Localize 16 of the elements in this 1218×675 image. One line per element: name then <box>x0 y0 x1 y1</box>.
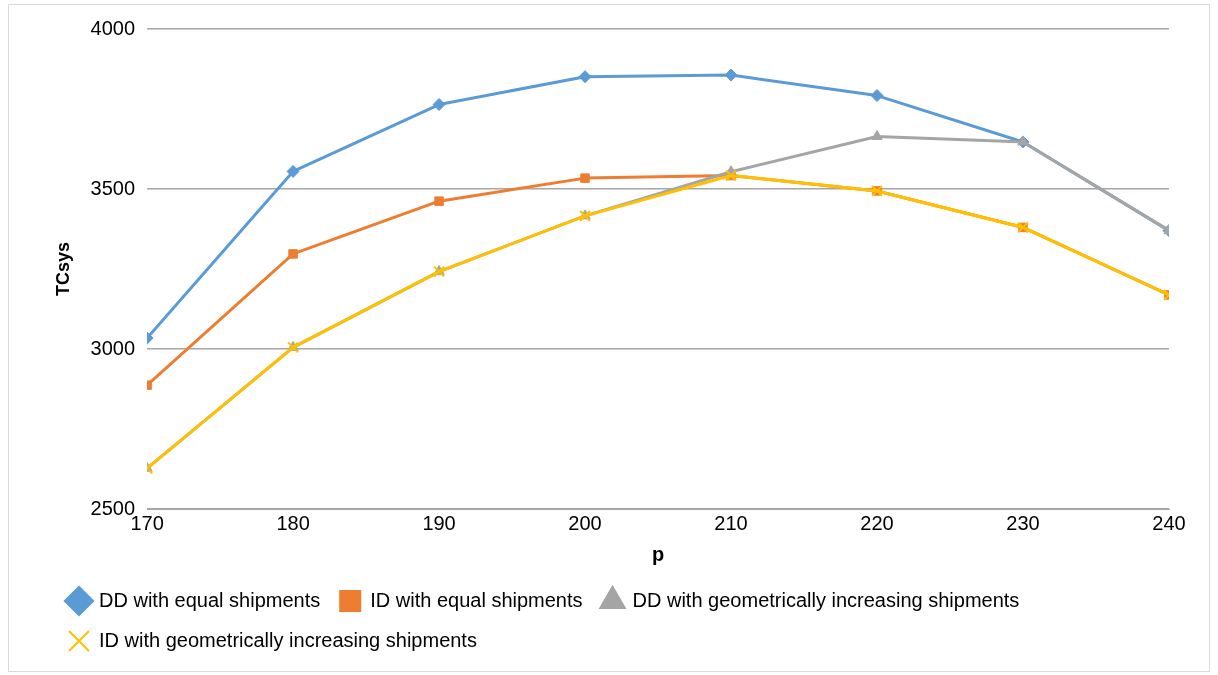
x-tick-label: 200 <box>568 511 602 534</box>
x-tick-label: 230 <box>1006 511 1040 534</box>
x-tick-label: 240 <box>1152 511 1186 534</box>
x-tick-label: 180 <box>276 511 310 534</box>
x-axis-title: p <box>651 542 665 565</box>
y-tick-label: 3000 <box>90 336 136 359</box>
legend-label: DD with geometrically increasing shipments <box>632 588 1020 611</box>
x-tick-label: 210 <box>714 511 748 534</box>
x-tick-label: 190 <box>422 511 456 534</box>
legend-label: ID with equal shipments <box>370 588 583 611</box>
y-tick-label: 3500 <box>90 176 136 199</box>
y-axis-title: TCsys <box>52 241 73 297</box>
legend-label: ID with geometrically increasing shipments <box>99 628 477 651</box>
y-tick-label: 4000 <box>90 16 136 39</box>
legend-label: DD with equal shipments <box>99 588 321 611</box>
x-tick-label: 220 <box>860 511 894 534</box>
